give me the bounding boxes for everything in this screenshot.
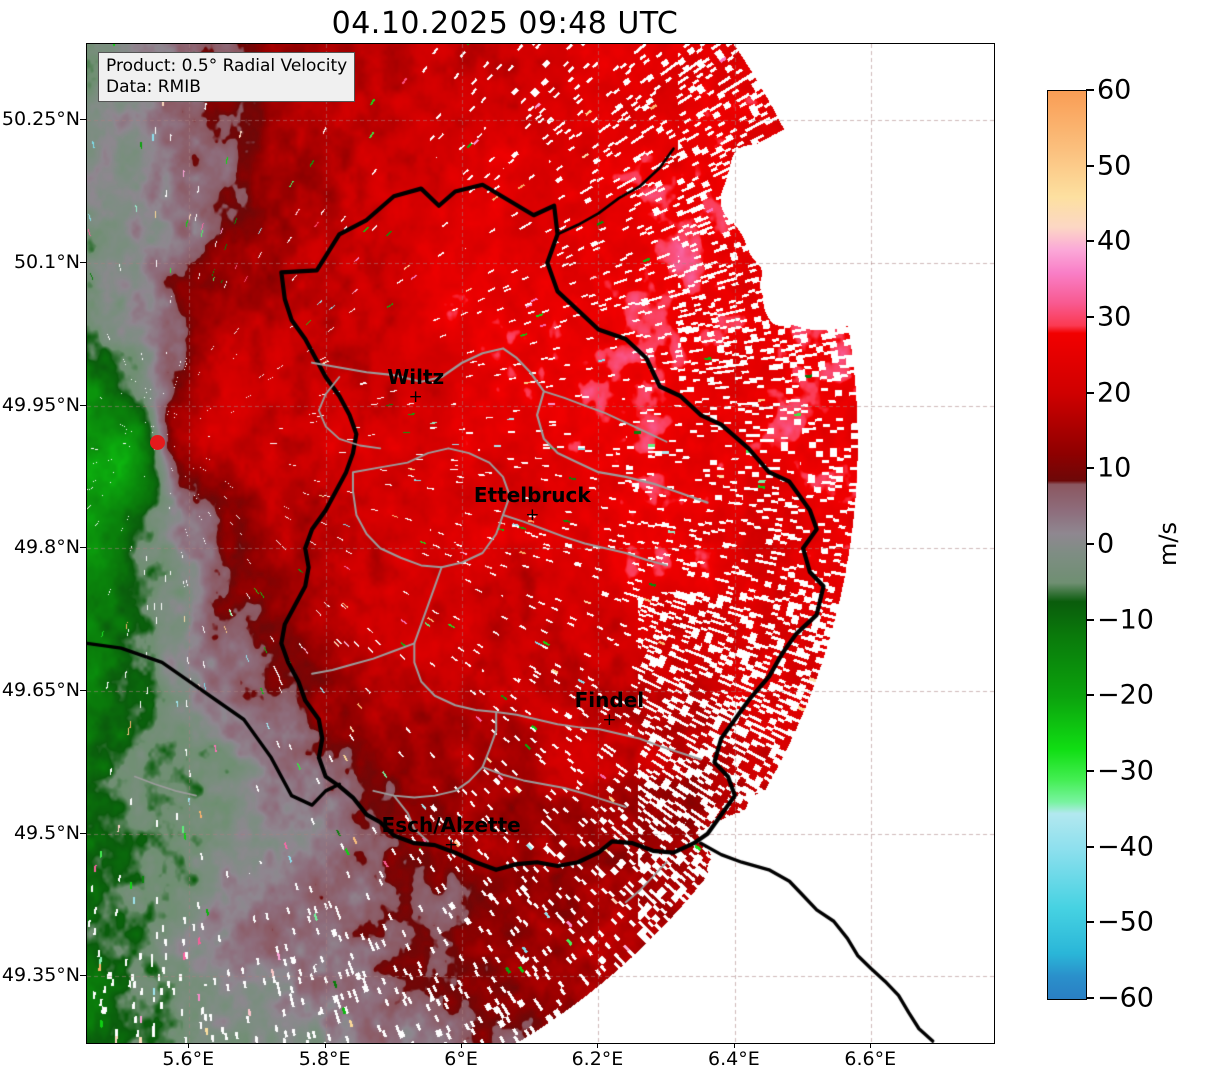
colorbar-tick-label: 60: [1097, 74, 1132, 106]
latitude-tick-mark: [80, 404, 86, 406]
info-data-line: Data: RMIB: [106, 76, 201, 97]
radar-site-marker[interactable]: [150, 434, 166, 450]
longitude-tick-label: 6.6°E: [844, 1048, 897, 1070]
longitude-tick-label: 6.4°E: [707, 1048, 760, 1070]
longitude-tick-mark: [188, 1042, 190, 1048]
latitude-tick-label: 49.35°N: [1, 964, 80, 987]
longitude-tick-label: 6.2°E: [571, 1048, 624, 1070]
colorbar-tick-mark: [1086, 618, 1094, 621]
page-title: 04.10.2025 09:48 UTC: [331, 6, 679, 41]
latitude-tick-label: 49.95°N: [1, 393, 80, 416]
latitude-tick-label: 49.8°N: [13, 536, 80, 559]
longitude-tick-mark: [870, 1042, 872, 1048]
colorbar-tick-mark: [1086, 694, 1094, 697]
colorbar-tick-label: −50: [1097, 906, 1154, 938]
colorbar-tick-label: 10: [1097, 452, 1132, 484]
longitude-tick-label: 6°E: [444, 1048, 478, 1070]
colorbar-tick-mark: [1086, 391, 1094, 394]
latitude-tick-label: 49.5°N: [13, 821, 80, 844]
colorbar-tick-label: 20: [1097, 377, 1132, 409]
colorbar[interactable]: [1047, 90, 1087, 1000]
colorbar-tick-label: −30: [1097, 755, 1154, 787]
radar-velocity-field: [87, 44, 994, 1043]
colorbar-tick-label: −40: [1097, 831, 1154, 863]
colorbar-tick-mark: [1086, 997, 1094, 999]
colorbar-tick-label: −10: [1097, 604, 1154, 636]
latitude-tick-mark: [80, 547, 86, 549]
colorbar-tick-label: 30: [1097, 301, 1132, 333]
longitude-tick-label: 5.8°E: [298, 1048, 351, 1070]
latitude-tick-label: 49.65°N: [1, 678, 80, 701]
longitude-tick-label: 5.6°E: [162, 1048, 215, 1070]
latitude-tick-mark: [80, 832, 86, 834]
radar-map-plot[interactable]: Product: 0.5° Radial Velocity Data: RMIB…: [86, 43, 995, 1044]
latitude-tick-mark: [80, 975, 86, 977]
latitude-tick-label: 50.25°N: [1, 108, 80, 131]
product-info-box: Product: 0.5° Radial Velocity Data: RMIB: [98, 52, 356, 103]
colorbar-tick-label: 0: [1097, 528, 1115, 560]
colorbar-tick-mark: [1086, 240, 1094, 243]
longitude-tick-mark: [733, 1042, 735, 1048]
latitude-tick-label: 50.1°N: [13, 250, 80, 273]
info-product-line: Product: 0.5° Radial Velocity: [106, 56, 348, 76]
colorbar-tick-mark: [1086, 770, 1094, 772]
latitude-tick-mark: [80, 689, 86, 691]
latitude-tick-mark: [80, 119, 86, 121]
colorbar-tick-label: −20: [1097, 679, 1154, 711]
colorbar-tick-mark: [1086, 89, 1094, 91]
colorbar-tick-label: 40: [1097, 225, 1132, 257]
longitude-tick-mark: [461, 1042, 463, 1048]
colorbar-gradient: [1048, 91, 1086, 999]
longitude-tick-mark: [324, 1042, 326, 1048]
longitude-tick-mark: [597, 1042, 599, 1048]
colorbar-tick-mark: [1086, 164, 1094, 167]
colorbar-tick-mark: [1086, 845, 1094, 848]
colorbar-tick-label: 50: [1097, 150, 1132, 182]
colorbar-tick-mark: [1086, 467, 1094, 470]
colorbar-tick-mark: [1086, 921, 1094, 924]
latitude-tick-mark: [80, 261, 86, 263]
colorbar-unit-label: m/s: [1154, 522, 1182, 566]
colorbar-tick-mark: [1086, 543, 1094, 545]
colorbar-tick-label: −60: [1097, 982, 1154, 1014]
colorbar-tick-mark: [1086, 316, 1094, 318]
